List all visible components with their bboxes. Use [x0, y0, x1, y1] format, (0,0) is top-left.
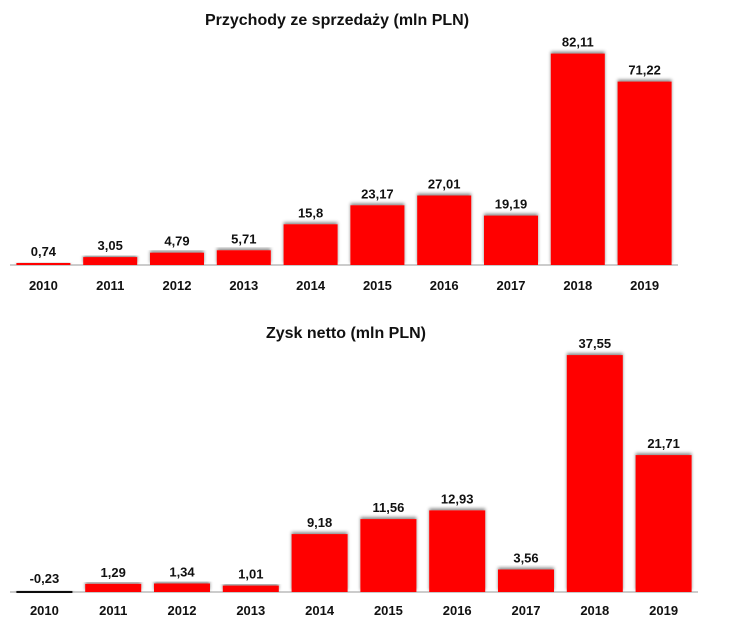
net-profit-x-tick-2010: 2010 — [30, 603, 59, 618]
revenue-x-tick-2010: 2010 — [29, 278, 58, 293]
net-profit-value-label-2018: 37,55 — [579, 336, 612, 351]
revenue-bar-2015 — [350, 205, 405, 265]
revenue-bar-2012 — [150, 252, 204, 265]
net-profit-value-label-2012: 1,34 — [169, 565, 195, 580]
net-profit-x-tick-2015: 2015 — [374, 603, 403, 618]
revenue-value-label-2010: 0,74 — [31, 244, 57, 259]
revenue-bar-2018 — [550, 53, 605, 265]
revenue-x-tick-2013: 2013 — [229, 278, 258, 293]
net-profit-x-ticks: 2010 2011 2012 2013 2014 2015 2016 2017 2018 2019 — [30, 603, 678, 618]
net-profit-bar-2018 — [566, 355, 623, 592]
net-profit-value-label-2010: -0,23 — [30, 571, 60, 586]
net-profit-value-labels: -0,23 1,29 1,34 1,01 9,18 11,56 12,93 3,56 37,55… — [30, 336, 680, 586]
net-profit-x-tick-2014: 2014 — [305, 603, 335, 618]
revenue-value-label-2019: 71,22 — [628, 63, 661, 78]
revenue-x-tick-2016: 2016 — [430, 278, 459, 293]
net-profit-x-tick-2013: 2013 — [236, 603, 265, 618]
net-profit-bar-2013 — [222, 585, 279, 592]
revenue-x-tick-2011: 2011 — [96, 278, 124, 293]
net-profit-value-label-2017: 3,56 — [513, 551, 538, 566]
revenue-value-label-2017: 19,19 — [495, 197, 528, 212]
net-profit-bar-2015 — [360, 519, 417, 592]
net-profit-bar-2019 — [635, 455, 692, 592]
net-profit-value-label-2011: 1,29 — [101, 565, 126, 580]
net-profit-x-tick-2018: 2018 — [580, 603, 609, 618]
revenue-chart: Przychody ze sprzedaży (mln PLN) 0,74 3,0… — [10, 12, 678, 293]
revenue-bar-2019 — [617, 81, 672, 265]
net-profit-value-label-2019: 21,71 — [647, 436, 680, 451]
revenue-value-label-2018: 82,11 — [562, 35, 594, 50]
revenue-value-label-2012: 4,79 — [164, 234, 189, 249]
net-profit-value-label-2014: 9,18 — [307, 515, 332, 530]
revenue-x-ticks: 2010 2011 2012 2013 2014 2015 2016 2017 2018 2019 — [29, 278, 659, 293]
revenue-x-tick-2012: 2012 — [163, 278, 192, 293]
revenue-value-label-2011: 3,05 — [98, 238, 123, 253]
revenue-bar-2010 — [16, 263, 71, 265]
net-profit-bars — [16, 355, 692, 593]
net-profit-chart: Zysk netto (mln PLN) -0,23 1,29 1,34 1,01 9,… — [10, 325, 698, 618]
net-profit-x-tick-2019: 2019 — [649, 603, 678, 618]
net-profit-chart-title: Zysk netto (mln PLN) — [266, 325, 426, 342]
revenue-value-label-2015: 23,17 — [361, 186, 394, 201]
net-profit-x-tick-2012: 2012 — [168, 603, 197, 618]
net-profit-bar-2011 — [85, 583, 142, 592]
net-profit-x-tick-2016: 2016 — [443, 603, 472, 618]
revenue-x-tick-2019: 2019 — [630, 278, 659, 293]
net-profit-value-label-2015: 11,56 — [372, 500, 404, 515]
revenue-x-tick-2015: 2015 — [363, 278, 392, 293]
revenue-bar-2014 — [283, 224, 338, 265]
net-profit-bar-2014 — [291, 534, 348, 592]
net-profit-bar-2016 — [429, 510, 486, 592]
revenue-value-labels: 0,74 3,05 4,79 5,71 15,8 23,17 27,01 19,19 82,11… — [31, 35, 661, 259]
revenue-value-label-2013: 5,71 — [231, 231, 256, 246]
net-profit-bar-2012 — [154, 583, 210, 592]
net-profit-bar-2010 — [16, 591, 73, 593]
revenue-x-tick-2017: 2017 — [497, 278, 526, 293]
net-profit-bar-2017 — [498, 569, 554, 592]
net-profit-x-tick-2011: 2011 — [99, 603, 127, 618]
revenue-value-label-2014: 15,8 — [298, 205, 323, 220]
revenue-x-tick-2018: 2018 — [563, 278, 592, 293]
revenue-bar-2017 — [484, 215, 538, 265]
net-profit-value-label-2016: 12,93 — [441, 491, 474, 506]
net-profit-x-tick-2017: 2017 — [512, 603, 541, 618]
revenue-bar-2011 — [83, 257, 138, 265]
revenue-x-tick-2014: 2014 — [296, 278, 326, 293]
revenue-value-label-2016: 27,01 — [428, 177, 461, 192]
revenue-bar-2013 — [216, 250, 271, 265]
revenue-bar-2016 — [417, 195, 472, 265]
revenue-chart-title: Przychody ze sprzedaży (mln PLN) — [205, 12, 469, 29]
revenue-bars — [16, 53, 672, 265]
net-profit-value-label-2013: 1,01 — [238, 567, 263, 582]
